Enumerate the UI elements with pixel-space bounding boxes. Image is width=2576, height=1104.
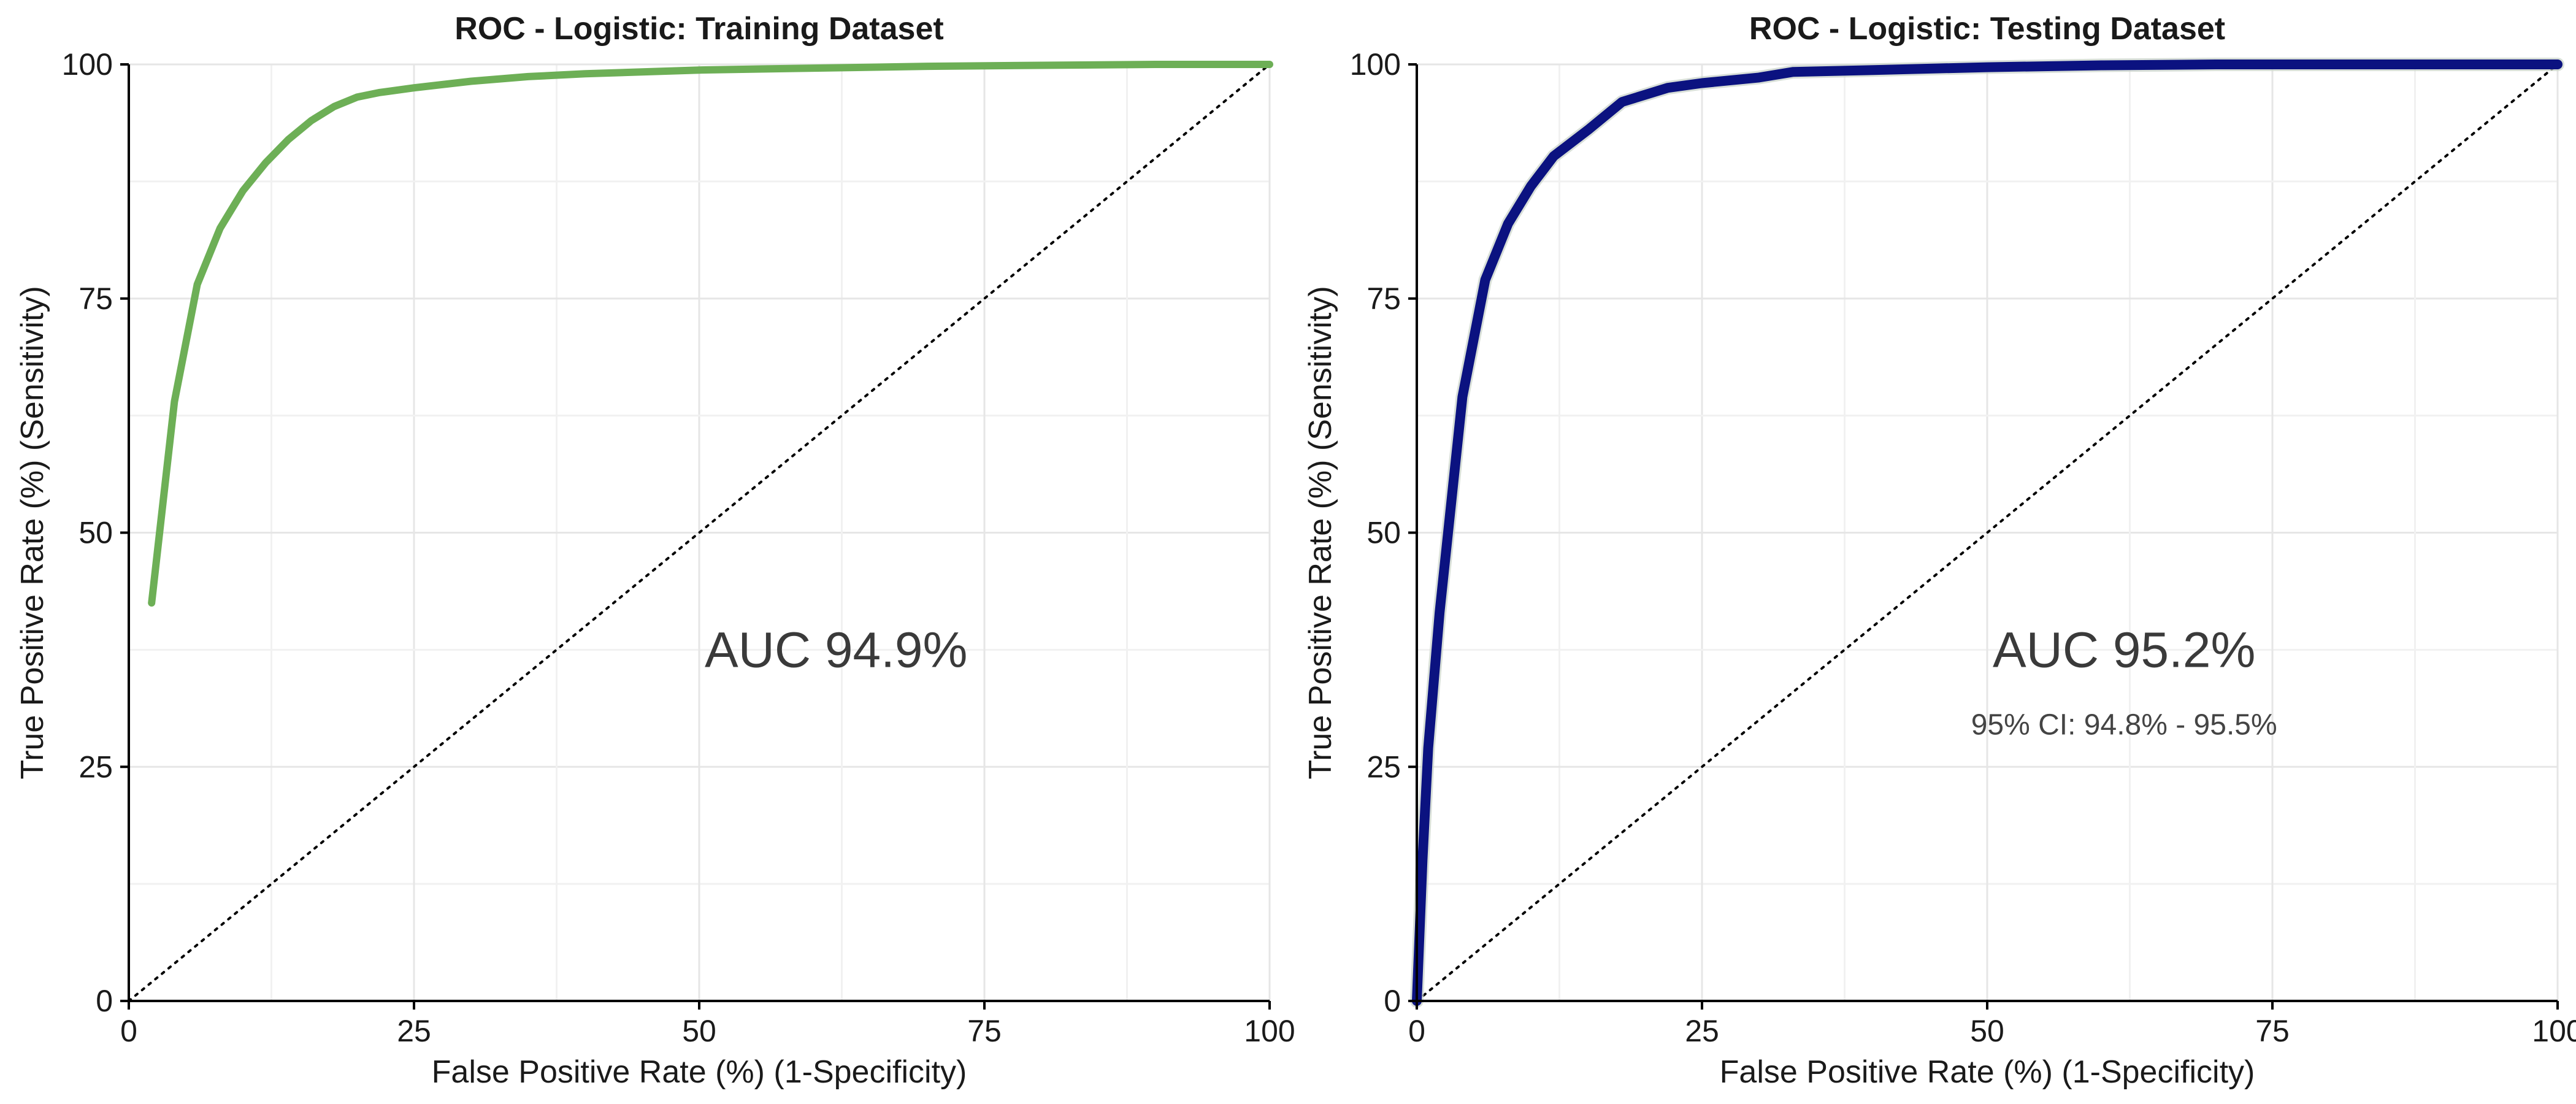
y-tick-label: 75	[79, 282, 113, 316]
reference-diagonal	[1416, 63, 2559, 1002]
axes	[1408, 63, 2559, 1010]
y-tick-label: 25	[79, 749, 113, 784]
chart-panel-testing: 0 25 50 75 100 0 25 50 75 100 ROC - Logistic: Te…	[1303, 11, 2576, 1090]
y-tick-label: 50	[1367, 516, 1401, 550]
x-tick-label: 0	[120, 1014, 137, 1048]
ci-annotation: 95% CI: 94.8% - 95.5%	[1971, 709, 2277, 742]
auc-annotation: AUC 94.9%	[705, 622, 967, 678]
x-tick-label: 50	[1970, 1014, 2004, 1048]
x-tick-label: 25	[397, 1014, 431, 1048]
y-tick-labels: 0 25 50 75 100	[62, 47, 113, 1018]
reference-diagonal	[128, 63, 1271, 1002]
y-tick-label: 100	[1350, 47, 1401, 82]
chart-title: ROC - Logistic: Testing Dataset	[1749, 11, 2225, 47]
x-tick-label: 50	[682, 1014, 716, 1048]
x-tick-label: 0	[1408, 1014, 1425, 1048]
chart-panel-training: 0 25 50 75 100 0 25 50 75 100 ROC - Logistic: Tr…	[15, 11, 1295, 1090]
y-tick-label: 50	[79, 516, 113, 550]
y-tick-label: 75	[1367, 282, 1401, 316]
y-axis-label: True Positive Rate (%) (Sensitivity)	[1303, 286, 1338, 779]
x-axis-label: False Positive Rate (%) (1-Specificity)	[1720, 1054, 2255, 1090]
y-tick-labels: 0 25 50 75 100	[1350, 47, 1401, 1018]
diagonal-line	[128, 63, 1271, 1002]
roc-curve-line	[148, 61, 1273, 607]
roc-curve	[1410, 58, 2564, 1008]
x-axis-label: False Positive Rate (%) (1-Specificity)	[432, 1054, 967, 1090]
x-tick-label: 25	[1685, 1014, 1719, 1048]
y-tick-label: 25	[1367, 749, 1401, 784]
axes	[120, 63, 1271, 1010]
y-axis-label: True Positive Rate (%) (Sensitivity)	[15, 286, 50, 779]
x-tick-label: 100	[2532, 1014, 2576, 1048]
auc-annotation: AUC 95.2%	[1993, 622, 2255, 678]
x-tick-label: 75	[967, 1014, 1002, 1048]
diagonal-line	[1416, 63, 2559, 1002]
y-tick-label: 0	[1384, 984, 1401, 1018]
grid-lines	[1416, 63, 2559, 1002]
x-tick-labels: 0 25 50 75 100	[1408, 1014, 2576, 1048]
x-tick-labels: 0 25 50 75 100	[120, 1014, 1295, 1048]
y-tick-label: 0	[96, 984, 113, 1018]
grid-lines	[128, 63, 1271, 1002]
roc-curve	[148, 61, 1273, 607]
x-tick-label: 75	[2255, 1014, 2290, 1048]
y-tick-label: 100	[62, 47, 113, 82]
roc-curve-line	[1412, 59, 2563, 1006]
x-tick-label: 100	[1244, 1014, 1295, 1048]
chart-title: ROC - Logistic: Training Dataset	[454, 11, 943, 47]
